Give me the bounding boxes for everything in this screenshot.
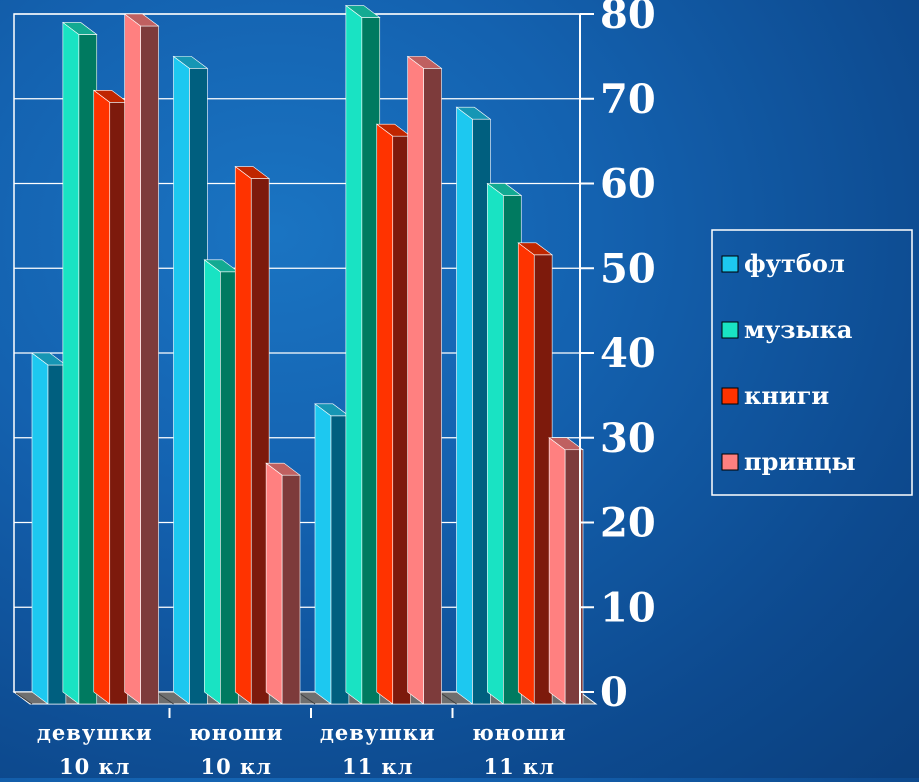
legend-item-книги: книги <box>721 381 829 410</box>
bar-top-face <box>406 56 443 69</box>
bar-книги-1 <box>234 165 271 705</box>
bar-top-face <box>548 437 584 451</box>
bar-top-face <box>61 22 98 35</box>
bar-top-face <box>486 183 523 196</box>
bar-left-face <box>376 123 394 705</box>
bar-книги-2 <box>375 123 412 705</box>
bars <box>31 4 584 705</box>
bar-left-face <box>345 4 363 705</box>
legend-label: футбол <box>744 249 845 278</box>
bar-футбол-3 <box>455 106 492 705</box>
x-category-label-line2: 11 кл <box>483 754 555 778</box>
y-tick-label: 30 <box>600 415 656 462</box>
bar-left-face <box>517 242 535 705</box>
y-tick-label: 10 <box>600 584 656 631</box>
bar-top-face <box>172 56 209 69</box>
y-tick-label: 70 <box>600 76 656 123</box>
x-category-label-line2: 10 кл <box>200 754 272 778</box>
bar-left-face <box>31 352 49 705</box>
bar-музыка-2 <box>344 4 381 705</box>
legend-item-принцы: принцы <box>721 447 856 476</box>
bar-left-face <box>456 106 473 705</box>
x-axis-labels: девушки 10 кл юноши 10 кл девушки 11 кл юноши 1… <box>37 708 566 779</box>
legend-swatch <box>721 387 739 405</box>
x-category-label-line2: 10 кл <box>59 754 131 778</box>
bar-front-face <box>281 474 301 705</box>
bar-left-face <box>407 55 424 705</box>
x-category-label-line1: юноши <box>189 720 283 745</box>
legend-box <box>711 229 913 496</box>
bar-принцы-3 <box>548 437 584 705</box>
bar-left-face <box>124 13 141 705</box>
bar-книги-3 <box>517 242 554 705</box>
bar-left-face <box>487 182 504 705</box>
y-tick-label: 20 <box>600 500 656 547</box>
x-category-label-line1: девушки <box>37 720 153 745</box>
y-axis: 0 10 20 30 40 50 60 70 80 <box>579 0 656 716</box>
x-category-label-line1: девушки <box>320 720 436 745</box>
bar-книги-0 <box>92 89 129 705</box>
bar-футбол-0 <box>31 352 67 705</box>
y-tick-label: 40 <box>600 330 656 377</box>
bar-left-face <box>265 462 283 705</box>
y-tick-label: 80 <box>600 0 656 38</box>
bar-музыка-0 <box>61 21 98 705</box>
bar-left-face <box>314 403 332 705</box>
y-tick-label: 50 <box>600 245 656 292</box>
legend-label: книги <box>744 381 829 410</box>
y-tick-label: 60 <box>600 161 656 208</box>
bar-принцы-1 <box>265 462 301 705</box>
bar-футбол-1 <box>172 55 209 705</box>
floor-divider <box>15 692 33 705</box>
bar-музыка-3 <box>486 182 523 705</box>
bar-top-face <box>455 106 492 120</box>
floor-divider <box>440 692 457 705</box>
floor-divider <box>298 692 316 705</box>
bar-музыка-1 <box>203 259 240 705</box>
bar-left-face <box>62 21 80 705</box>
bar-принцы-0 <box>123 13 160 705</box>
bar-front-face <box>140 25 159 705</box>
bar-top-face <box>123 13 160 27</box>
bar-top-face <box>265 462 301 476</box>
x-category-label-line1: юноши <box>472 720 566 745</box>
floor-divider <box>157 692 174 705</box>
bar-принцы-2 <box>406 55 443 705</box>
bar-left-face <box>204 259 221 705</box>
bar-top-face <box>344 5 381 18</box>
x-category-label-line2: 11 кл <box>342 754 414 778</box>
bar-left-face <box>548 437 566 705</box>
bar-left-face <box>173 55 190 705</box>
legend-swatch <box>721 321 739 339</box>
legend-item-футбол: футбол <box>721 249 845 278</box>
legend-label: музыка <box>744 315 852 344</box>
bar-top-face <box>517 242 554 256</box>
legend-swatch <box>721 453 739 471</box>
bar-футбол-2 <box>314 403 350 705</box>
bar-left-face <box>93 89 111 705</box>
y-tick-label: 0 <box>600 669 628 716</box>
legend-label: принцы <box>744 447 856 476</box>
bar-left-face <box>234 165 252 705</box>
legend-swatch <box>721 255 739 273</box>
bar-front-face <box>423 68 442 705</box>
legend: футбол музыка книги принцы <box>711 229 913 496</box>
bar-top-face <box>234 166 271 179</box>
legend-item-музыка: музыка <box>721 315 852 344</box>
